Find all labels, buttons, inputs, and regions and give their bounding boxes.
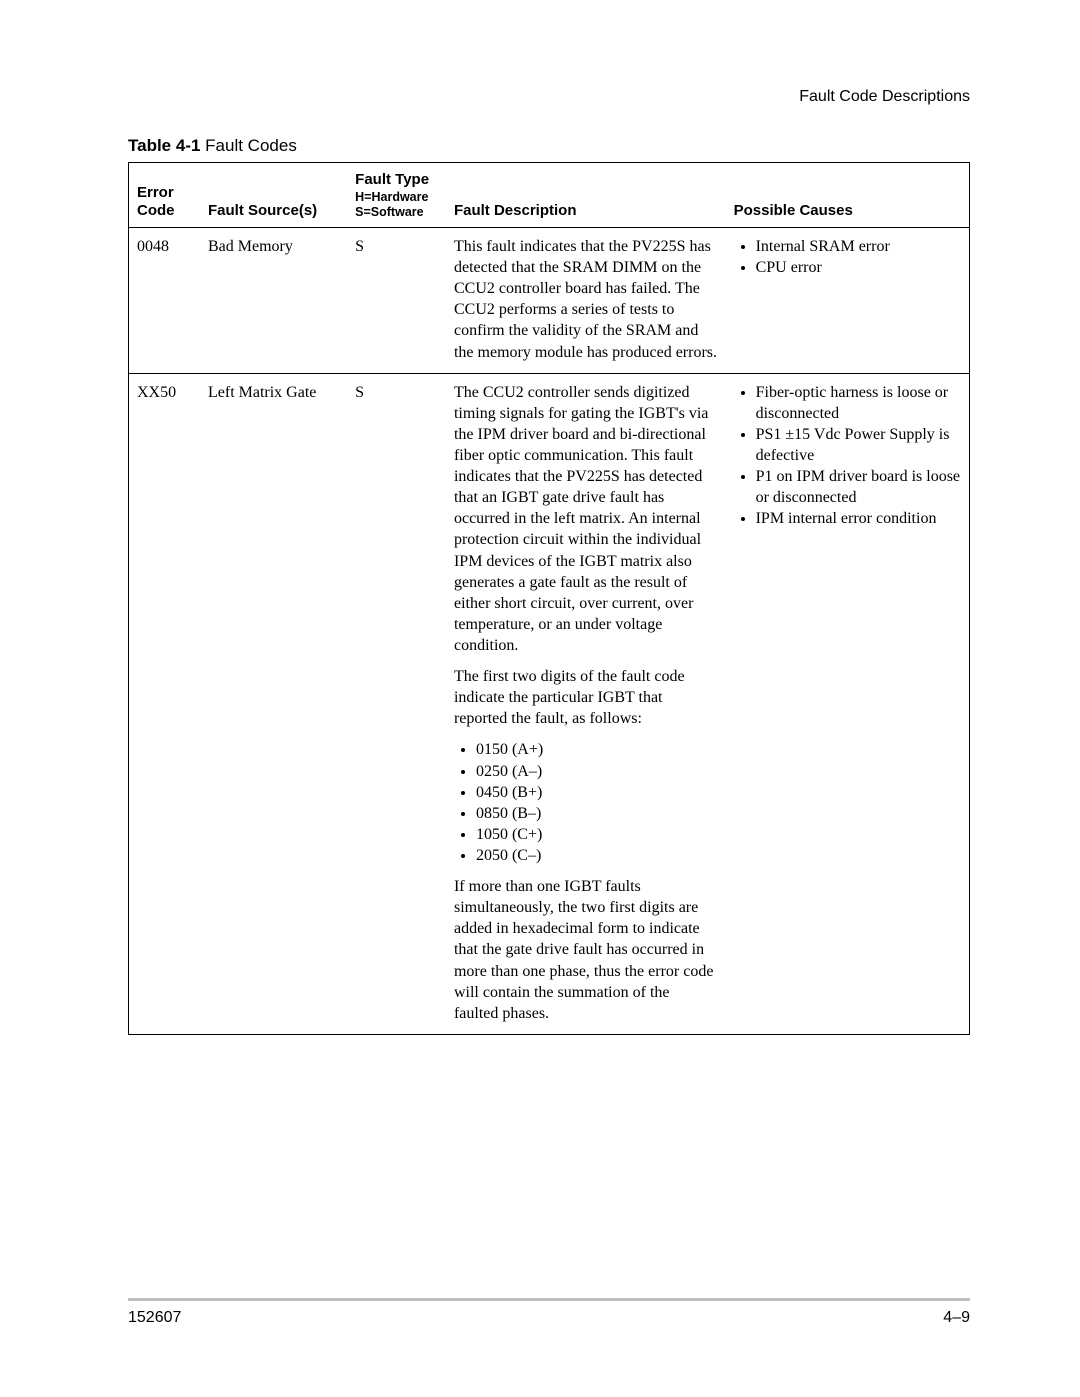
list-item: PS1 ±15 Vdc Power Supply is defective [756,424,961,466]
cell-fault-description: This fault indicates that the PV225S has… [446,228,726,374]
cell-fault-source: Bad Memory [200,228,347,374]
col-possible-causes: Possible Causes [726,163,970,228]
cell-error-code: 0048 [129,228,200,374]
col-error-code: Error Code [129,163,200,228]
col-fault-type-l1: Fault Type [355,171,429,188]
desc-para: If more than one IGBT faults simultaneou… [454,876,718,1024]
table-header-row: Error Code Fault Source(s) Fault Type H=… [129,163,970,228]
list-item: Internal SRAM error [756,236,961,257]
desc-para: The first two digits of the fault code i… [454,666,718,729]
cell-fault-description: The CCU2 controller sends digitized timi… [446,373,726,1034]
caption-label: Table 4-1 [128,136,200,155]
col-error-code-l2: Code [137,202,175,219]
list-item: P1 on IPM driver board is loose or disco… [756,466,961,508]
page: Fault Code Descriptions Table 4-1 Fault … [0,0,1080,1095]
list-item: Fiber-optic harness is loose or disconne… [756,382,961,424]
list-item: 0150 (A+) [476,739,718,760]
desc-para: This fault indicates that the PV225S has… [454,236,718,363]
cell-fault-source: Left Matrix Gate [200,373,347,1034]
running-header: Fault Code Descriptions [128,88,970,106]
col-fault-type-l3: S=Software [355,205,438,221]
page-footer: 152607 4–9 [128,1298,970,1327]
table-caption: Table 4-1 Fault Codes [128,136,970,156]
table-row: XX50 Left Matrix Gate S The CCU2 control… [129,373,970,1034]
list-item: CPU error [756,257,961,278]
cell-possible-causes: Fiber-optic harness is loose or disconne… [726,373,970,1034]
list-item: 0850 (B–) [476,803,718,824]
cell-error-code: XX50 [129,373,200,1034]
code-list: 0150 (A+) 0250 (A–) 0450 (B+) 0850 (B–) … [454,739,718,866]
footer-left: 152607 [128,1309,181,1327]
cell-possible-causes: Internal SRAM error CPU error [726,228,970,374]
list-item: 0450 (B+) [476,782,718,803]
col-fault-type: Fault Type H=Hardware S=Software [347,163,446,228]
list-item: IPM internal error condition [756,508,961,529]
causes-list: Internal SRAM error CPU error [734,236,961,278]
col-fault-source: Fault Source(s) [200,163,347,228]
list-item: 0250 (A–) [476,761,718,782]
col-fault-description: Fault Description [446,163,726,228]
footer-right: 4–9 [943,1309,970,1327]
table-body: 0048 Bad Memory S This fault indicates t… [129,228,970,1035]
col-error-code-l1: Error [137,184,174,201]
desc-para: The CCU2 controller sends digitized timi… [454,382,718,656]
list-item: 2050 (C–) [476,845,718,866]
cell-fault-type: S [347,228,446,374]
fault-codes-table: Error Code Fault Source(s) Fault Type H=… [128,162,970,1035]
col-fault-type-l2: H=Hardware [355,190,438,206]
table-row: 0048 Bad Memory S This fault indicates t… [129,228,970,374]
cell-fault-type: S [347,373,446,1034]
caption-rest: Fault Codes [200,136,296,155]
list-item: 1050 (C+) [476,824,718,845]
causes-list: Fiber-optic harness is loose or disconne… [734,382,961,530]
